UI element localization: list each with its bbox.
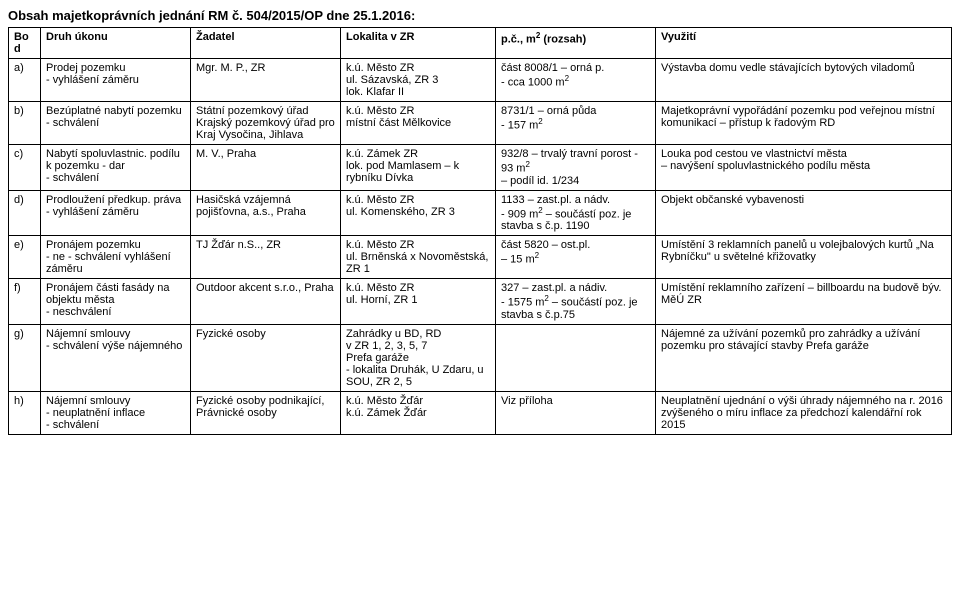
cell-vyuziti: Majetkoprávní vypořádání pozemku pod veř… xyxy=(656,102,952,145)
cell-vyuziti: Výstavba domu vedle stávajících bytových… xyxy=(656,59,952,102)
cell-zadatel: TJ Žďár n.S.., ZR xyxy=(191,236,341,279)
header-zadatel: Žadatel xyxy=(191,28,341,59)
cell-rozsah: část 8008/1 – orná p.- cca 1000 m2 xyxy=(496,59,656,102)
cell-druh: Bezúplatné nabytí pozemku- schválení xyxy=(41,102,191,145)
cell-lokalita: k.ú. Město ZRmístní část Mělkovice xyxy=(341,102,496,145)
cell-vyuziti: Objekt občanské vybavenosti xyxy=(656,190,952,236)
cell-vyuziti: Umístění reklamního zařízení – billboard… xyxy=(656,279,952,325)
table-row: g)Nájemní smlouvy- schválení výše nájemn… xyxy=(9,324,952,391)
table-row: b)Bezúplatné nabytí pozemku- schváleníSt… xyxy=(9,102,952,145)
cell-bod: g) xyxy=(9,324,41,391)
header-lokalita: Lokalita v ZR xyxy=(341,28,496,59)
cell-zadatel: Outdoor akcent s.r.o., Praha xyxy=(191,279,341,325)
cell-druh: Pronájem pozemku- ne - schválení vyhláše… xyxy=(41,236,191,279)
cell-zadatel: M. V., Praha xyxy=(191,145,341,191)
cell-vyuziti: Neuplatnění ujednání o výši úhrady nájem… xyxy=(656,391,952,434)
header-druh: Druh úkonu xyxy=(41,28,191,59)
cell-zadatel: Fyzické osoby podnikající, Právnické oso… xyxy=(191,391,341,434)
cell-bod: e) xyxy=(9,236,41,279)
cell-bod: d) xyxy=(9,190,41,236)
cell-vyuziti: Nájemné za užívání pozemků pro zahrádky … xyxy=(656,324,952,391)
cell-druh: Prodloužení předkup. práva- vyhlášení zá… xyxy=(41,190,191,236)
cell-vyuziti: Louka pod cestou ve vlastnictví města – … xyxy=(656,145,952,191)
cell-druh: Pronájem části fasády na objektu města- … xyxy=(41,279,191,325)
cell-bod: h) xyxy=(9,391,41,434)
cell-rozsah xyxy=(496,324,656,391)
table-row: e)Pronájem pozemku- ne - schválení vyhlá… xyxy=(9,236,952,279)
cell-bod: a) xyxy=(9,59,41,102)
cell-vyuziti: Umístění 3 reklamních panelů u volejbalo… xyxy=(656,236,952,279)
cell-rozsah: 8731/1 – orná půda - 157 m2 xyxy=(496,102,656,145)
header-bod: Bod xyxy=(9,28,41,59)
cell-rozsah: 327 – zast.pl. a nádiv.- 1575 m2 – součá… xyxy=(496,279,656,325)
cell-bod: f) xyxy=(9,279,41,325)
cell-druh: Nájemní smlouvy- neuplatnění inflace- sc… xyxy=(41,391,191,434)
table-row: f)Pronájem části fasády na objektu města… xyxy=(9,279,952,325)
cell-rozsah: 932/8 – trvalý travní porost - 93 m2– po… xyxy=(496,145,656,191)
cell-zadatel: Fyzické osoby xyxy=(191,324,341,391)
header-vyuziti: Využití xyxy=(656,28,952,59)
cell-bod: b) xyxy=(9,102,41,145)
cell-lokalita: k.ú. Zámek ZRlok. pod Mamlasem – k rybní… xyxy=(341,145,496,191)
cell-bod: c) xyxy=(9,145,41,191)
table-row: c)Nabytí spoluvlastnic. podílu k pozemku… xyxy=(9,145,952,191)
cell-lokalita: k.ú. Město ZRul. Sázavská, ZR 3lok. Klaf… xyxy=(341,59,496,102)
table-row: d)Prodloužení předkup. práva- vyhlášení … xyxy=(9,190,952,236)
cell-rozsah: část 5820 – ost.pl. – 15 m2 xyxy=(496,236,656,279)
cell-lokalita: k.ú. Město ZRul. Komenského, ZR 3 xyxy=(341,190,496,236)
cell-zadatel: Mgr. M. P., ZR xyxy=(191,59,341,102)
cell-druh: Nájemní smlouvy- schválení výše nájemnéh… xyxy=(41,324,191,391)
cell-druh: Nabytí spoluvlastnic. podílu k pozemku -… xyxy=(41,145,191,191)
cell-zadatel: Státní pozemkový úřad Krajský pozemkový … xyxy=(191,102,341,145)
table-header-row: Bod Druh úkonu Žadatel Lokalita v ZR p.č… xyxy=(9,28,952,59)
table-row: a)Prodej pozemku- vyhlášení záměruMgr. M… xyxy=(9,59,952,102)
cell-zadatel: Hasičská vzájemná pojišťovna, a.s., Prah… xyxy=(191,190,341,236)
cell-lokalita: k.ú. Město Žďárk.ú. Zámek Žďár xyxy=(341,391,496,434)
cell-lokalita: k.ú. Město ZRul. Horní, ZR 1 xyxy=(341,279,496,325)
page-title: Obsah majetkoprávních jednání RM č. 504/… xyxy=(8,8,952,23)
cell-rozsah: Viz příloha xyxy=(496,391,656,434)
cell-lokalita: k.ú. Město ZRul. Brněnská x Novoměstská,… xyxy=(341,236,496,279)
cell-lokalita: Zahrádky u BD, RDv ZR 1, 2, 3, 5, 7Prefa… xyxy=(341,324,496,391)
property-table: Bod Druh úkonu Žadatel Lokalita v ZR p.č… xyxy=(8,27,952,435)
header-rozsah: p.č., m2 (rozsah) xyxy=(496,28,656,59)
table-row: h)Nájemní smlouvy- neuplatnění inflace- … xyxy=(9,391,952,434)
cell-rozsah: 1133 – zast.pl. a nádv.- 909 m2 – součás… xyxy=(496,190,656,236)
cell-druh: Prodej pozemku- vyhlášení záměru xyxy=(41,59,191,102)
